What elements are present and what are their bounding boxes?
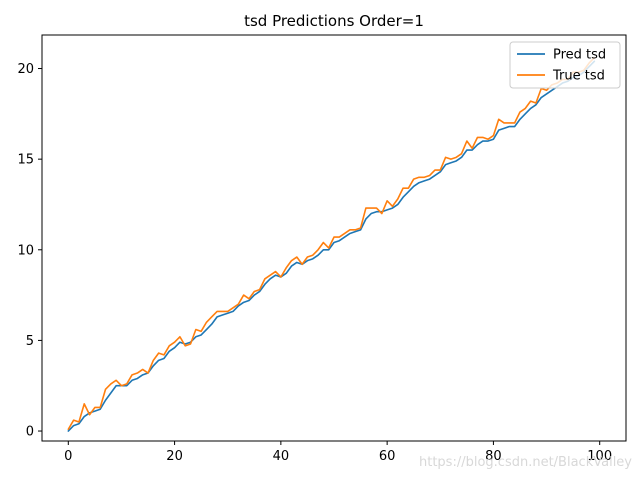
x-tick-label: 80 [485,449,502,464]
x-tick-label: 60 [379,449,396,464]
watermark-text: https://blog.csdn.net/BlackValley [419,455,632,470]
x-tick-label: 0 [64,449,72,464]
y-tick-label: 15 [17,153,34,168]
y-tick-label: 20 [17,62,34,77]
y-tick-label: 0 [26,425,34,440]
series-line-0 [67,60,596,432]
legend: Pred tsd True tsd [509,41,621,89]
y-axis: 0 5 10 15 20 [17,62,42,440]
x-axis: 0 20 40 60 80 100 [64,441,612,464]
chart-title: tsd Predictions Order=1 [244,12,424,30]
series-layer [67,56,596,432]
legend-label-0: Pred tsd [553,48,606,63]
legend-label-1: True tsd [552,69,605,84]
plot-frame [41,34,627,442]
y-tick-label: 10 [17,243,34,258]
x-tick-label: 20 [166,449,183,464]
x-tick-label: 40 [273,449,290,464]
series-line-1 [67,56,596,431]
x-tick-label: 100 [587,449,612,464]
y-tick-label: 5 [26,334,34,349]
